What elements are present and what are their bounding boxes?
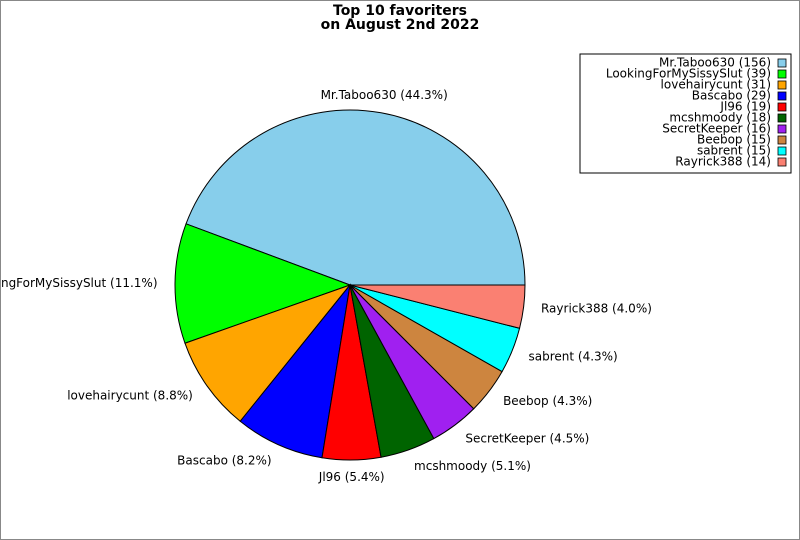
- legend-label: lovehairycunt (31): [661, 78, 771, 92]
- legend-swatch: [777, 113, 787, 123]
- legend-label: mcshmoody (18): [669, 111, 771, 125]
- wedge: [184, 283, 352, 422]
- legend-swatch: [777, 146, 787, 156]
- wedge: [349, 284, 526, 329]
- wedge-label: sabrent (4.3%): [528, 350, 617, 364]
- wedge-label: Beebop (4.3%): [503, 394, 592, 408]
- wedge-label: Rayrick388 (4.0%): [541, 301, 652, 315]
- wedge-label: Jl96 (5.4%): [318, 470, 385, 484]
- wedge-label: SecretKeeper (4.5%): [465, 432, 589, 446]
- legend-swatch: [777, 58, 787, 68]
- legend-swatch: [777, 124, 787, 134]
- legend-label: SecretKeeper (16): [662, 122, 771, 136]
- legend-swatch: [777, 135, 787, 145]
- legend-label: Mr.Taboo630 (156): [659, 56, 771, 70]
- legend-label: sabrent (15): [697, 144, 771, 158]
- chart-title: Top 10 favoriters: [333, 3, 467, 19]
- wedge-label: LookingForMySissySlut (11.1%): [0, 276, 158, 290]
- wedge: [185, 109, 526, 286]
- legend-swatch: [777, 102, 787, 112]
- legend-swatch: [777, 80, 787, 90]
- legend-box: [579, 53, 792, 174]
- legend-swatch: [777, 91, 787, 101]
- legend-swatch: [777, 157, 787, 167]
- legend-label: LookingForMySissySlut (39): [606, 67, 771, 81]
- legend-label: Beebop (15): [697, 133, 771, 147]
- legend-label: Rayrick388 (14): [675, 155, 771, 169]
- wedge-label: Bascabo (8.2%): [177, 453, 271, 467]
- chart-title: on August 2nd 2022: [321, 17, 480, 33]
- wedge-label: mcshmoody (5.1%): [414, 459, 531, 473]
- legend-swatch: [777, 69, 787, 79]
- wedge-label: lovehairycunt (8.8%): [67, 389, 193, 403]
- legend-label: Bascabo (29): [692, 89, 771, 103]
- wedge-label: Mr.Taboo630 (44.3%): [321, 88, 448, 102]
- wedge: [174, 223, 352, 344]
- legend-label: Jl96 (19): [719, 100, 771, 114]
- wedge: [239, 283, 351, 459]
